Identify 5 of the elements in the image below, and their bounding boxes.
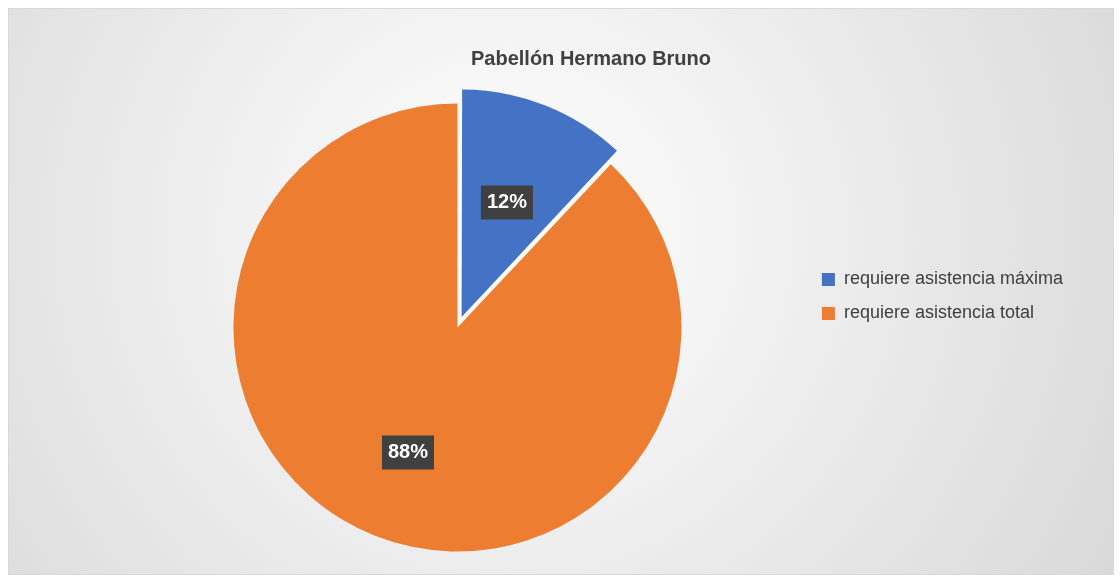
data-label: 88% xyxy=(387,439,429,462)
legend-label: requiere asistencia máxima xyxy=(843,268,1064,289)
chart-title: Pabellón Hermano Bruno xyxy=(470,46,712,69)
data-label: 12% xyxy=(486,190,528,213)
legend-label: requiere asistencia total xyxy=(843,302,1035,323)
